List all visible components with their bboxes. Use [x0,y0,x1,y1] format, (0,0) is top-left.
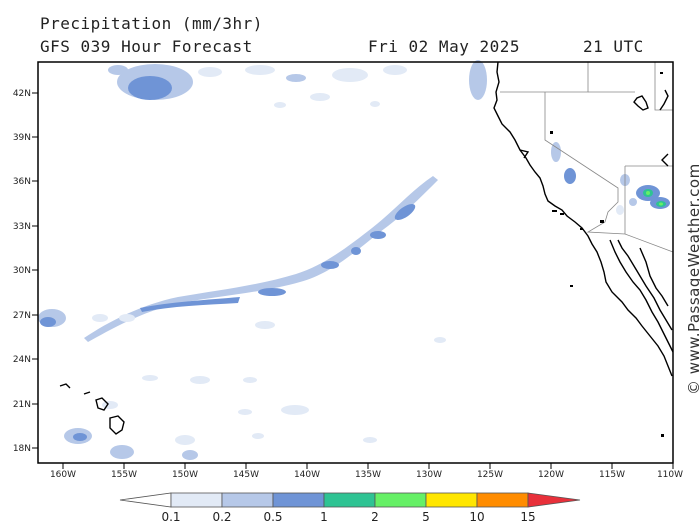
colorbar-segment [323,492,376,508]
lat-label: 24N [13,355,31,365]
latitude-labels: 42N 39N 36N 33N 30N 27N 24N 21N 18N [13,89,31,454]
colorbar-label: 0.2 [212,510,231,524]
state-borders [500,62,674,253]
lat-label: 30N [13,266,31,276]
colorbar-segment [527,492,581,508]
lat-label: 39N [13,133,31,143]
lon-label: 160W [50,470,76,480]
longitude-labels: 160W 155W 150W 145W 140W 135W 130W 125W … [50,470,683,480]
lon-label: 115W [599,470,625,480]
colorbar-label: 0.1 [161,510,180,524]
colorbar-label: 1 [320,510,328,524]
lon-label: 110W [657,470,683,480]
channel-islands [550,72,664,437]
lon-label: 155W [111,470,137,480]
site-credit: © www.PassageWeather.com [685,163,700,395]
colorbar-segment [476,492,529,508]
lon-label: 135W [355,470,381,480]
forecast-subtitle: GFS 039 Hour Forecast [40,37,253,56]
colorbar-label: 0.5 [263,510,282,524]
lon-label: 120W [538,470,564,480]
lat-label: 21N [13,400,31,410]
colorbar-segment [119,492,172,508]
lon-label: 145W [233,470,259,480]
lon-label: 140W [294,470,320,480]
lon-label: 125W [477,470,503,480]
colorbar-segment [272,492,325,508]
lon-label: 150W [172,470,198,480]
colorbar-label: 15 [520,510,535,524]
colorbar-segment [374,492,427,508]
colorbar-segment [170,492,223,508]
lon-label: 130W [416,470,442,480]
lat-label: 42N [13,89,31,99]
lat-label: 18N [13,444,31,454]
colorbar-label: 2 [371,510,379,524]
lat-label: 27N [13,311,31,321]
valid-date: Fri 02 May 2025 [368,37,520,56]
map-title: Precipitation (mm/3hr) [40,14,263,33]
valid-time: 21 UTC [583,37,644,56]
lat-label: 33N [13,222,31,232]
colorbar-segment [221,492,274,508]
colorbar-label: 10 [469,510,484,524]
color-bar: 0.1 0.2 0.5 1 2 5 10 15 [119,492,581,524]
precipitation-field [38,60,670,460]
lat-label: 36N [13,177,31,187]
colorbar-segment [425,492,478,508]
coastline [59,61,674,435]
colorbar-label: 5 [422,510,430,524]
